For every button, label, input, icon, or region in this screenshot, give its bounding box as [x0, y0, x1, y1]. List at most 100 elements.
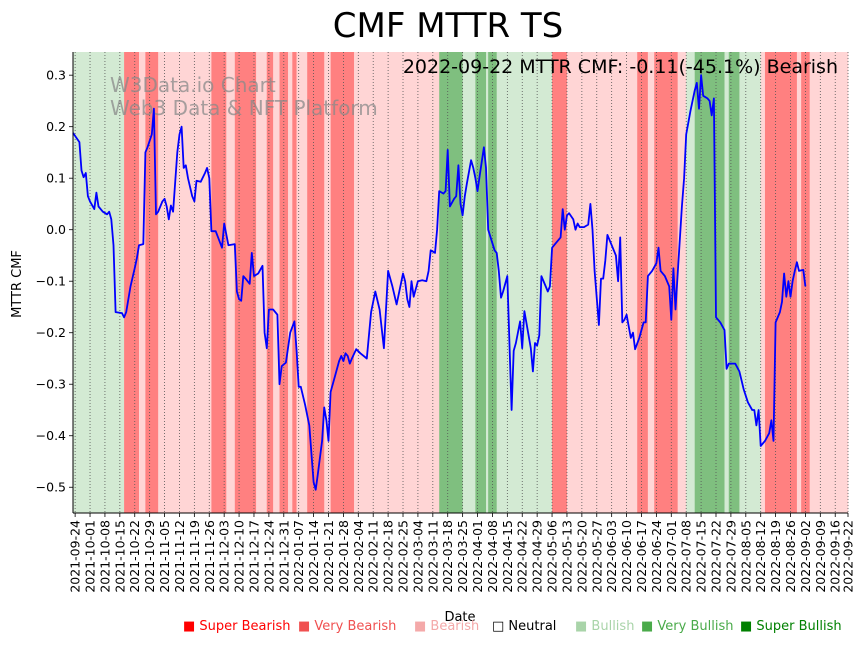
x-tick-label-7: 2021-11-12: [172, 520, 187, 593]
x-tick-label-23: 2022-03-04: [410, 520, 425, 593]
x-tick-label-40: 2022-07-01: [664, 520, 679, 593]
legend-item-4: ■ Bullish: [575, 619, 634, 634]
x-tick-label-20: 2022-02-11: [366, 520, 381, 593]
x-tick-label-16: 2022-01-14: [306, 520, 321, 593]
regime-band-38: [796, 52, 802, 513]
x-tick-label-36: 2022-06-03: [604, 520, 619, 593]
watermark-line-2: Web3 Data & NFT Platform: [110, 96, 378, 120]
x-tick-label-47: 2022-08-19: [768, 520, 783, 593]
x-tick-label-43: 2022-07-22: [708, 520, 723, 593]
regime-band-22: [486, 52, 489, 513]
legend-swatch-1: ■: [298, 619, 315, 634]
chart-title: CMF MTTR TS: [333, 6, 564, 46]
x-tick-label-45: 2022-08-05: [738, 520, 753, 593]
legend-swatch-2: ■: [414, 619, 431, 634]
y-tick-label-6: −0.3: [36, 377, 66, 392]
x-tick-label-51: 2022-09-16: [828, 520, 843, 593]
x-tick-label-31: 2022-04-29: [530, 520, 545, 593]
x-tick-label-27: 2022-04-01: [470, 520, 485, 593]
x-tick-label-26: 2022-03-25: [455, 520, 470, 593]
x-tick-label-10: 2021-12-03: [217, 520, 232, 593]
x-tick-label-49: 2022-09-02: [798, 520, 813, 593]
x-tick-label-12: 2021-12-17: [246, 520, 261, 593]
y-tick-label-4: −0.1: [36, 274, 66, 289]
x-tick-label-21: 2022-02-18: [381, 520, 396, 593]
regime-band-28: [647, 52, 655, 513]
x-tick-label-28: 2022-04-08: [485, 520, 500, 593]
x-tick-label-15: 2022-01-07: [291, 520, 306, 593]
y-tick-label-2: 0.1: [46, 171, 66, 186]
y-tick-label-3: 0.0: [46, 222, 66, 237]
regime-bands: [73, 52, 849, 513]
x-tick-label-19: 2022-02-04: [351, 520, 366, 593]
x-tick-label-14: 2021-12-31: [276, 520, 291, 593]
x-tick-label-11: 2021-12-10: [232, 520, 247, 593]
x-tick-label-1: 2021-10-01: [83, 520, 98, 593]
x-tick-label-3: 2021-10-15: [112, 520, 127, 593]
regime-band-17: [330, 52, 355, 513]
x-tick-label-41: 2022-07-08: [679, 520, 694, 593]
regime-band-0: [73, 52, 125, 513]
regime-band-29: [654, 52, 678, 513]
y-axis-label: MTTR CMF: [10, 250, 25, 318]
legend-swatch-4: ■: [575, 619, 592, 634]
y-tick-label-1: 0.2: [46, 119, 66, 134]
regime-band-7: [234, 52, 257, 513]
regime-band-30: [677, 52, 687, 513]
x-tick-label-37: 2022-06-10: [619, 520, 634, 593]
y-ticks: 0.3 0.2 0.1 0.0 −0.1 −0.2 −0.3 −0.4 −0.5: [36, 68, 73, 495]
x-tick-label-8: 2021-11-19: [187, 520, 202, 593]
regime-band-19: [439, 52, 463, 513]
regime-band-3: [145, 52, 159, 513]
x-tick-label-24: 2022-03-11: [425, 520, 440, 593]
axes-spines: [72, 52, 848, 514]
regime-band-6: [226, 52, 236, 513]
x-tick-label-29: 2022-04-15: [500, 520, 515, 593]
x-tick-label-44: 2022-07-29: [723, 520, 738, 593]
regime-band-18: [354, 52, 440, 513]
x-axis-label: Date: [444, 610, 475, 625]
chart-annotation: 2022-09-22 MTTR CMF: -0.11(-45.1%) Beari…: [403, 56, 838, 78]
legend-item-0: ■ Super Bearish: [183, 619, 291, 634]
regime-band-5: [211, 52, 227, 513]
x-tick-label-18: 2022-01-28: [336, 520, 351, 593]
series-line: [72, 74, 807, 491]
x-tick-label-48: 2022-08-26: [783, 520, 798, 593]
legend-item-2: ■ Bearish: [414, 619, 479, 634]
x-tick-label-22: 2022-02-25: [396, 520, 411, 593]
x-tick-label-35: 2022-05-27: [589, 520, 604, 593]
legend-label-1: Very Bearish: [314, 619, 397, 634]
watermark-line-1: W3Data.io Chart: [110, 73, 276, 97]
legend-swatch-5: ■: [641, 619, 658, 634]
legend-label-3: Neutral: [508, 619, 557, 634]
x-tick-label-32: 2022-05-06: [545, 520, 560, 593]
regime-band-14: [296, 52, 308, 513]
legend-swatch-0: ■: [183, 619, 200, 634]
legend-swatch-3: □: [492, 619, 509, 634]
regime-band-26: [566, 52, 638, 513]
regime-band-35: [739, 52, 762, 513]
regime-band-23: [488, 52, 497, 513]
regime-band-8: [256, 52, 268, 513]
regime-band-34: [728, 52, 740, 513]
y-tick-label-0: 0.3: [46, 68, 66, 83]
legend-item-6: ■ Super Bullish: [740, 619, 842, 634]
legend-label-2: Bearish: [430, 619, 480, 634]
x-tick-label-17: 2022-01-21: [321, 520, 336, 593]
x-tick-label-34: 2022-05-20: [574, 520, 589, 593]
regime-band-11: [279, 52, 289, 513]
legend-item-5: ■ Very Bullish: [641, 619, 733, 634]
regime-band-31: [686, 52, 696, 513]
legend-label-4: Bullish: [591, 619, 635, 634]
regime-band-36: [760, 52, 766, 513]
x-tick-label-6: 2021-11-05: [157, 520, 172, 593]
regime-band-32: [694, 52, 725, 513]
regime-band-12: [288, 52, 293, 513]
x-tick-label-46: 2022-08-12: [753, 520, 768, 593]
legend-item-3: □ Neutral: [492, 619, 556, 634]
regime-band-9: [266, 52, 274, 513]
legend-label-6: Super Bullish: [756, 619, 842, 634]
legend-swatch-6: ■: [740, 619, 757, 634]
y-tick-label-7: −0.4: [36, 428, 66, 443]
x-ticks: 2021-09-24 2021-10-01 2021-10-08 2021-10-15…: [68, 513, 856, 593]
